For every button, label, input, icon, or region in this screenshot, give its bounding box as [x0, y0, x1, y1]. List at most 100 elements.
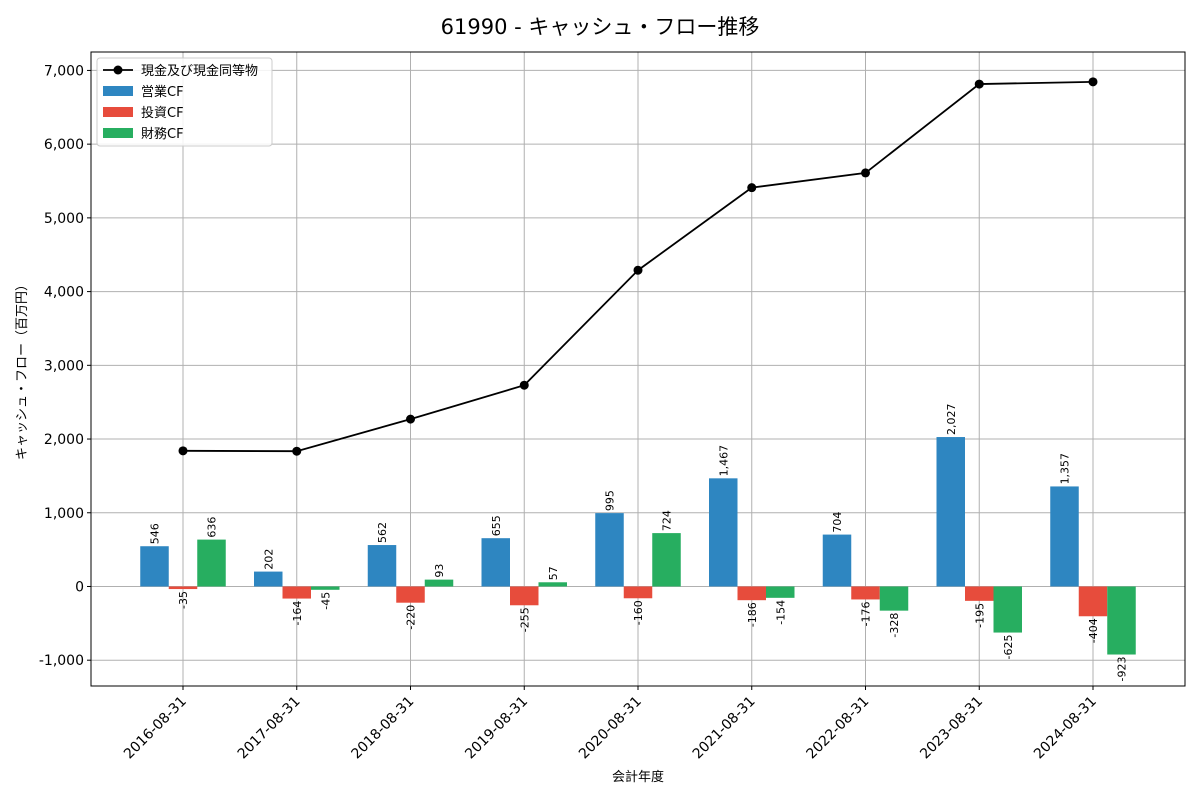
bars — [140, 437, 1136, 655]
operating-cf-label: 2,027 — [945, 404, 958, 436]
y-tick-label: 3,000 — [44, 358, 84, 374]
investing-cf-label: -404 — [1087, 618, 1100, 643]
cash-line-point — [747, 183, 757, 193]
cash-line-point — [406, 414, 415, 424]
operating-cf-bar — [140, 546, 169, 587]
financing-cf-bar — [993, 586, 1022, 633]
legend-line-marker — [113, 65, 123, 75]
financing-cf-label: -923 — [1116, 657, 1129, 682]
financing-cf-bar — [538, 582, 567, 587]
y-tick-label: 7,000 — [44, 63, 84, 79]
financing-cf-label: -625 — [1002, 635, 1015, 660]
grid — [91, 52, 1185, 686]
operating-cf-bar — [936, 437, 965, 587]
investing-cf-label: -35 — [177, 591, 190, 609]
x-tick-label: 2018-08-31 — [348, 694, 417, 763]
x-tick-label: 2017-08-31 — [235, 694, 304, 763]
financing-cf-bar — [766, 586, 795, 598]
investing-cf-bar — [623, 586, 653, 599]
financing-cf-bar — [197, 539, 226, 587]
cash-line-point — [292, 446, 302, 456]
legend-swatch-investing-cf — [103, 107, 133, 117]
legend-label: 現金及び現金同等物 — [141, 63, 258, 79]
legend-label: 投資CF — [141, 105, 184, 121]
financing-cf-bar — [879, 586, 909, 611]
x-tick-label: 2020-08-31 — [576, 694, 645, 763]
chart-title: 61990 - キャッシュ・フロー推移 — [441, 15, 760, 39]
y-tick-label: 4,000 — [44, 285, 84, 301]
y-tick-label: 1,000 — [44, 506, 84, 522]
financing-cf-bar — [424, 579, 454, 587]
investing-cf-bar — [282, 586, 311, 599]
financing-cf-label: 636 — [206, 517, 219, 538]
y-tick-label: 6,000 — [44, 137, 84, 153]
operating-cf-label: 1,357 — [1059, 453, 1072, 485]
operating-cf-bar — [709, 478, 738, 587]
financing-cf-label: 93 — [433, 564, 446, 578]
investing-cf-label: -195 — [973, 603, 986, 628]
operating-cf-bar — [822, 534, 852, 587]
investing-cf-label: -186 — [746, 602, 759, 627]
x-axis: 2016-08-31 2017-08-31 2018-08-31 2019-08-31… — [121, 686, 1100, 762]
operating-cf-label: 202 — [262, 549, 275, 570]
investing-cf-label: -164 — [291, 601, 304, 626]
investing-cf-bar — [510, 586, 539, 606]
investing-cf-bar — [851, 586, 880, 600]
x-tick-label: 2024-08-31 — [1031, 694, 1100, 763]
cash-line-point — [633, 265, 643, 275]
operating-cf-label: 1,467 — [717, 445, 730, 477]
operating-cf-label: 655 — [490, 515, 503, 536]
investing-cf-bar — [168, 586, 198, 590]
investing-cf-label: -160 — [632, 600, 645, 625]
y-tick-label: 2,000 — [44, 432, 84, 448]
financing-cf-label: 57 — [547, 566, 560, 580]
financing-cf-label: -328 — [888, 613, 901, 638]
financing-cf-label: -45 — [319, 592, 332, 610]
legend-box — [96, 57, 273, 147]
investing-cf-bar — [396, 586, 425, 603]
cash-line-point — [974, 79, 984, 89]
cash-line — [178, 77, 1098, 456]
cash-line-point — [861, 168, 870, 178]
financing-cf-label: 724 — [661, 510, 674, 531]
y-tick-label: 5,000 — [44, 211, 84, 227]
financing-cf-bar — [1107, 586, 1136, 655]
investing-cf-label: -255 — [518, 607, 531, 632]
operating-cf-bar — [1050, 486, 1079, 587]
data-labels: 546 202 562 655 995 1,467 704 2,027 1,357 -35 -164… — [149, 404, 1129, 682]
operating-cf-label: 995 — [604, 490, 617, 511]
operating-cf-label: 562 — [376, 522, 389, 543]
investing-cf-bar — [1078, 586, 1108, 617]
x-axis-label: 会計年度 — [612, 769, 664, 785]
y-axis: -1,000 0 1,000 2,000 3,000 4,000 5,000 6,000 7,0… — [39, 63, 91, 669]
financing-cf-bar — [652, 533, 681, 587]
x-tick-label: 2019-08-31 — [462, 694, 531, 763]
investing-cf-bar — [965, 586, 994, 601]
x-tick-label: 2022-08-31 — [803, 694, 872, 763]
legend-label: 財務CF — [141, 127, 184, 142]
x-tick-label: 2016-08-31 — [121, 694, 190, 763]
operating-cf-bar — [254, 571, 283, 587]
financing-cf-label: -154 — [774, 600, 787, 625]
investing-cf-bar — [737, 586, 766, 601]
y-tick-label: 0 — [75, 579, 84, 595]
operating-cf-bar — [481, 538, 510, 587]
cash-line-point — [178, 446, 188, 456]
operating-cf-bar — [595, 513, 624, 587]
investing-cf-label: -176 — [860, 601, 873, 626]
financing-cf-bar — [311, 586, 340, 590]
cash-line-point — [1088, 77, 1098, 87]
operating-cf-bar — [367, 545, 397, 587]
y-tick-label: -1,000 — [39, 653, 84, 669]
operating-cf-label: 704 — [831, 512, 844, 533]
x-tick-label: 2021-08-31 — [690, 694, 759, 763]
x-tick-label: 2023-08-31 — [917, 694, 986, 763]
legend-label: 営業CF — [141, 84, 184, 100]
operating-cf-label: 546 — [149, 523, 162, 544]
investing-cf-label: -220 — [405, 605, 418, 630]
cash-line-point — [519, 380, 529, 390]
legend-swatch-operating-cf — [103, 86, 133, 96]
legend-swatch-financing-cf — [103, 128, 133, 138]
